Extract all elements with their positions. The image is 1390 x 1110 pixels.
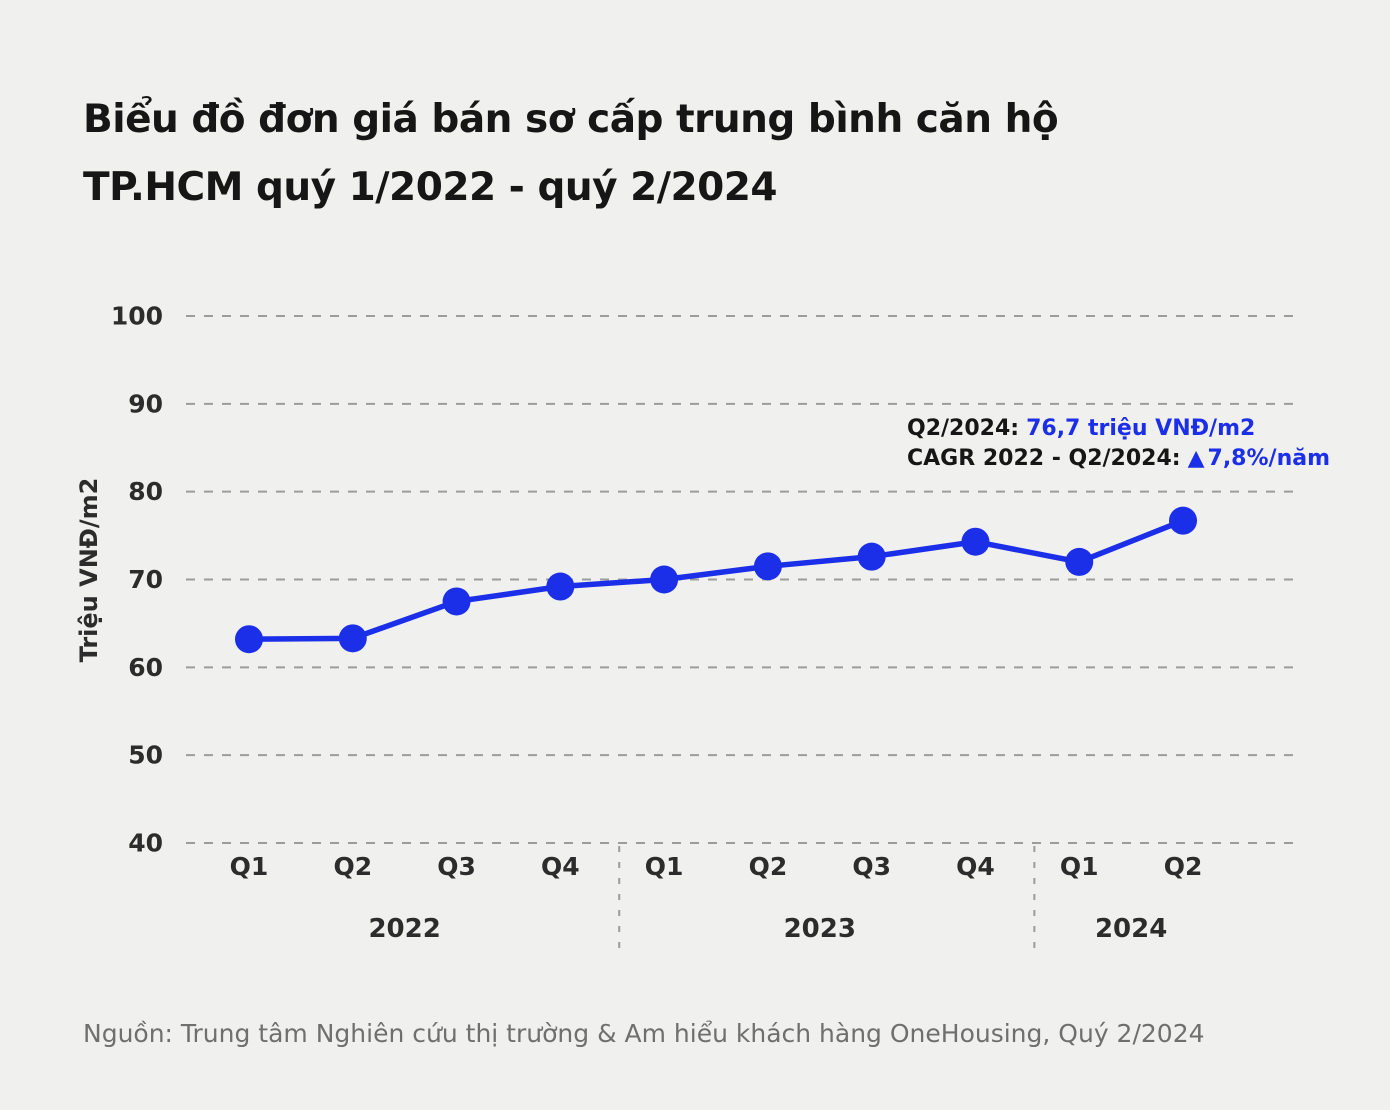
annotation-price-value: 76,7 triệu VNĐ/m2 xyxy=(1026,416,1256,441)
up-triangle-icon: ▲ xyxy=(1187,446,1205,471)
page-title: Biểu đồ đơn giá bán sơ cấp trung bình că… xyxy=(83,86,1059,222)
source-note: Nguồn: Trung tâm Nghiên cứu thị trường &… xyxy=(83,1019,1205,1048)
page-title-line-1: Biểu đồ đơn giá bán sơ cấp trung bình că… xyxy=(83,97,1059,142)
y-tick-label: 100 xyxy=(111,302,163,331)
x-tick-label: Q1 xyxy=(645,852,684,881)
annotation-cagr: CAGR 2022 - Q2/2024: ▲ 7,8%/năm xyxy=(907,444,1330,474)
data-point xyxy=(338,624,367,653)
trend-line xyxy=(248,518,1185,642)
x-tick-label: Q3 xyxy=(852,852,891,881)
data-point xyxy=(1065,547,1094,576)
year-label: 2024 xyxy=(1095,914,1167,944)
annotation-latest-price: Q2/2024: 76,7 triệu VNĐ/m2 xyxy=(907,414,1330,444)
y-tick-label: 80 xyxy=(128,477,163,506)
x-tick-label: Q1 xyxy=(1060,852,1099,881)
x-tick-label: Q2 xyxy=(333,852,372,881)
y-tick-label: 60 xyxy=(128,653,163,682)
x-tick-label: Q2 xyxy=(1164,852,1203,881)
y-axis-title: Triệu VNĐ/m2 xyxy=(75,478,103,663)
x-tick-label: Q4 xyxy=(956,852,995,881)
data-point xyxy=(857,542,886,571)
data-point xyxy=(442,587,471,616)
y-tick-label: 50 xyxy=(128,741,163,770)
data-point xyxy=(546,572,575,601)
data-point xyxy=(650,565,679,594)
y-tick-label: 40 xyxy=(128,828,163,857)
data-point xyxy=(235,625,263,654)
y-tick-label: 90 xyxy=(128,389,163,418)
x-tick-label: Q2 xyxy=(749,852,788,881)
x-tick-label: Q1 xyxy=(230,852,269,881)
annotation-cagr-label: CAGR 2022 - Q2/2024: xyxy=(907,446,1181,471)
data-point xyxy=(961,527,990,556)
y-tick-label: 70 xyxy=(128,565,163,594)
year-label: 2023 xyxy=(784,914,856,944)
annotation-quarter-label: Q2/2024: xyxy=(907,416,1020,441)
data-point xyxy=(1169,506,1198,535)
x-tick-label: Q3 xyxy=(437,852,476,881)
data-point xyxy=(753,552,782,581)
x-tick-label: Q4 xyxy=(541,852,580,881)
page-title-line-2: TP.HCM quý 1/2022 - quý 2/2024 xyxy=(83,165,778,210)
chart-annotation: Q2/2024: 76,7 triệu VNĐ/m2 CAGR 2022 - Q2… xyxy=(907,414,1330,474)
year-label: 2022 xyxy=(368,914,440,944)
annotation-cagr-value: 7,8%/năm xyxy=(1207,446,1330,471)
